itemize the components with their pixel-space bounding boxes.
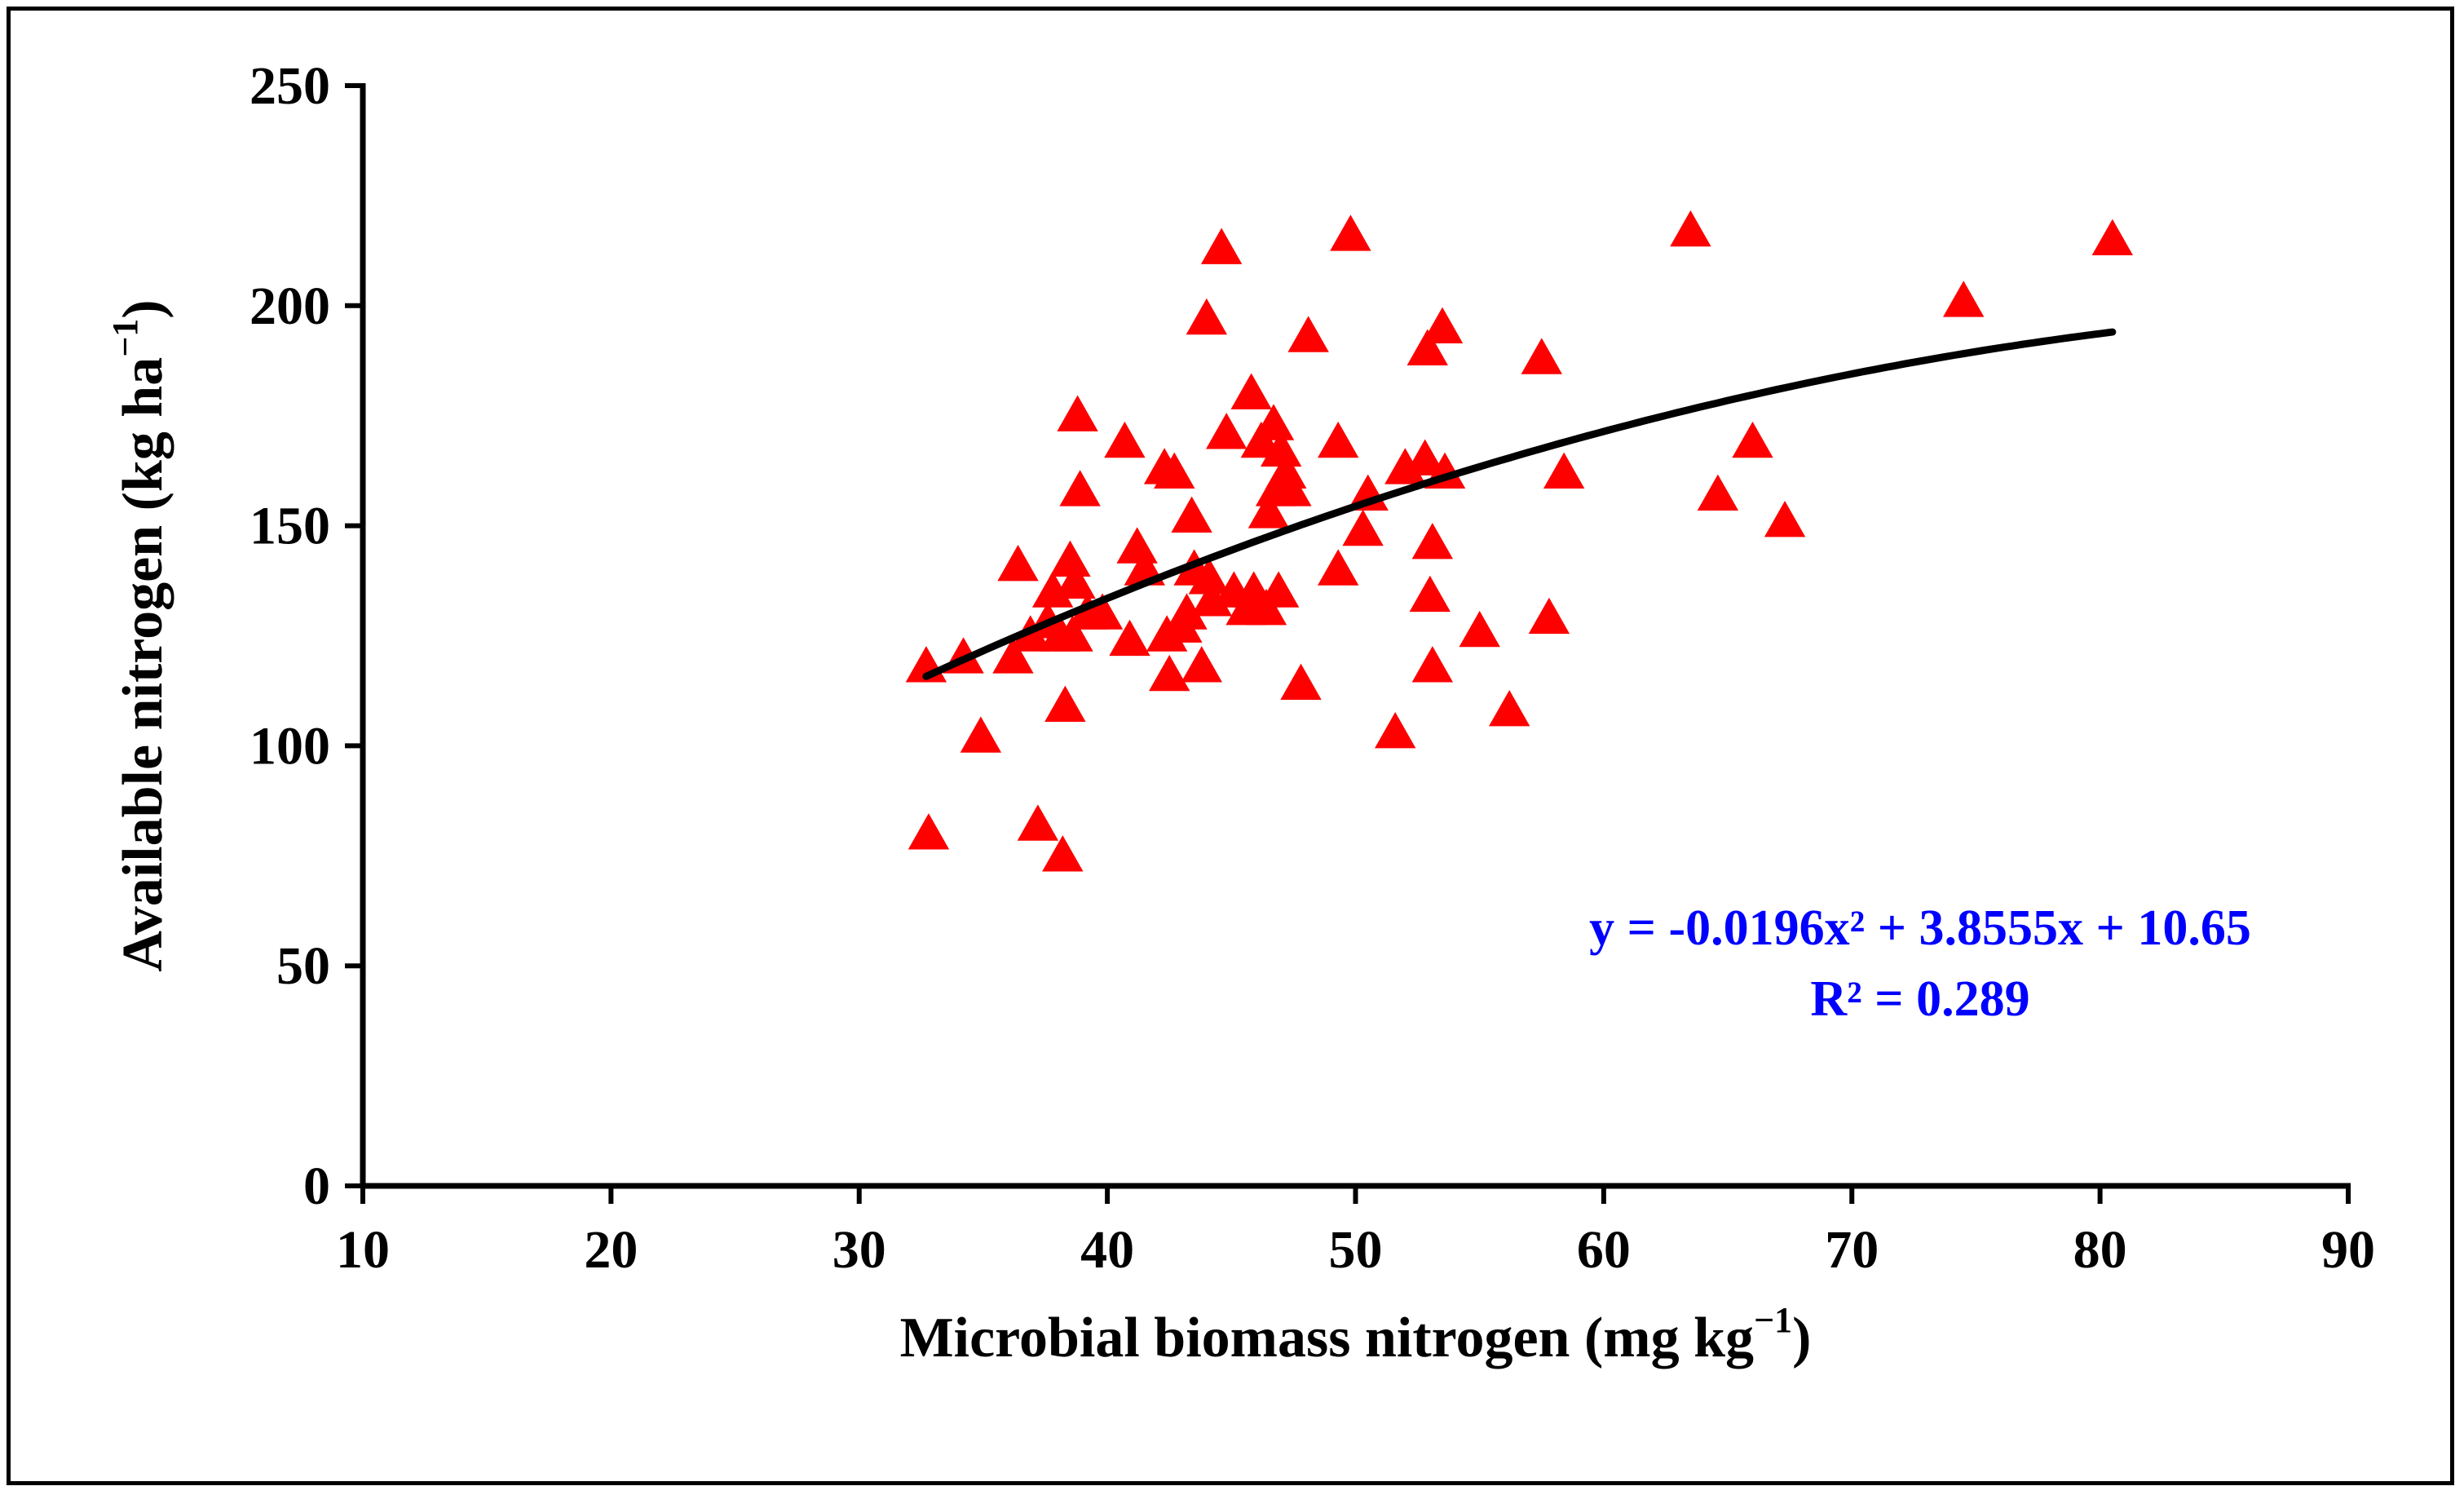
data-point-74 — [1732, 421, 1773, 458]
data-point-26 — [1149, 654, 1190, 692]
data-point-17 — [1059, 470, 1101, 506]
trendline-r-squared: R² = 0.289 — [1810, 971, 2029, 1027]
x-tick-label-20: 20 — [584, 1220, 638, 1280]
markers-layer — [905, 210, 2134, 872]
data-point-12 — [1044, 685, 1086, 723]
data-point-52 — [1287, 316, 1329, 352]
data-point-61 — [1406, 329, 1448, 365]
data-point-77 — [2091, 219, 2134, 256]
data-point-44 — [1247, 492, 1290, 529]
data-point-53 — [1317, 549, 1359, 586]
y-axis-title-main: Available nitrogen (kg ha — [112, 357, 174, 972]
data-point-29 — [1166, 593, 1208, 630]
data-point-20 — [1104, 421, 1146, 458]
data-point-36 — [1200, 228, 1243, 264]
data-point-65 — [1421, 307, 1464, 343]
data-point-5 — [997, 544, 1039, 582]
data-point-51 — [1280, 663, 1322, 701]
data-point-7 — [1017, 804, 1059, 841]
data-point-60 — [1404, 439, 1446, 475]
data-point-3 — [960, 716, 1002, 753]
data-point-27 — [1154, 452, 1195, 489]
chart-frame: 10 20 30 40 50 60 70 80 90 0 50 100 150 200 250 Microb… — [7, 7, 2454, 1485]
y-axis-title-end: ) — [112, 299, 174, 318]
data-point-68 — [1489, 690, 1530, 727]
y-tick-label-150: 150 — [249, 497, 330, 556]
data-point-22 — [1116, 527, 1158, 564]
data-point-58 — [1375, 712, 1416, 749]
data-point-63 — [1411, 646, 1454, 683]
y-axis-title: Available nitrogen (kg ha−1) — [105, 299, 174, 971]
data-point-72 — [1670, 210, 1711, 247]
data-point-54 — [1317, 421, 1359, 458]
data-point-56 — [1342, 509, 1384, 546]
x-tick-label-30: 30 — [832, 1220, 886, 1280]
x-tick-label-10: 10 — [336, 1220, 390, 1280]
x-tick-label-60: 60 — [1577, 1220, 1631, 1280]
data-point-37 — [1206, 413, 1247, 449]
data-point-11 — [1042, 835, 1084, 872]
y-tick-label-0: 0 — [303, 1157, 330, 1216]
data-point-64 — [1411, 522, 1454, 560]
data-point-33 — [1186, 298, 1228, 335]
x-tick-label-70: 70 — [1825, 1220, 1879, 1280]
x-axis-title-sup: −1 — [1754, 1300, 1792, 1340]
x-tick-label-80: 80 — [2073, 1220, 2127, 1280]
data-point-19 — [1081, 593, 1124, 630]
data-point-70 — [1528, 597, 1570, 635]
y-axis-title-sup: −1 — [105, 319, 145, 357]
y-tick-label-250: 250 — [249, 56, 330, 116]
y-tick-label-100: 100 — [249, 716, 330, 776]
trendline-equation: y = -0.0196x² + 3.8555x + 10.65 — [1589, 900, 2251, 956]
data-point-71 — [1543, 452, 1585, 489]
data-point-30 — [1171, 496, 1212, 533]
data-point-50 — [1270, 470, 1312, 506]
data-point-34 — [1188, 558, 1230, 595]
y-tick-label-200: 200 — [249, 276, 330, 336]
data-point-4 — [992, 637, 1034, 674]
data-point-69 — [1521, 338, 1562, 374]
data-point-32 — [1181, 646, 1222, 683]
data-point-15 — [1054, 562, 1096, 599]
data-point-16 — [1057, 395, 1098, 431]
trendline — [922, 328, 2117, 680]
data-point-73 — [1697, 474, 1739, 511]
x-axis-title-main: Microbial biomass nitrogen (mg kg — [900, 1307, 1754, 1369]
x-tick-label-50: 50 — [1329, 1220, 1383, 1280]
data-point-67 — [1459, 610, 1500, 648]
data-point-48 — [1260, 430, 1302, 467]
data-point-76 — [1943, 281, 1985, 317]
data-point-14 — [1052, 615, 1093, 652]
trend-layer — [922, 328, 2117, 680]
data-point-55 — [1330, 215, 1371, 251]
x-axis-title-end: ) — [1792, 1307, 1811, 1369]
data-point-1 — [907, 813, 950, 850]
ticks-layer: 10 20 30 40 50 60 70 80 90 0 50 100 150 200 250 — [249, 56, 2375, 1280]
scatter-chart: 10 20 30 40 50 60 70 80 90 0 50 100 150 200 250 Microb… — [105, 56, 2375, 1369]
x-tick-label-40: 40 — [1080, 1220, 1134, 1280]
data-point-21 — [1109, 619, 1150, 657]
data-point-75 — [1764, 501, 1806, 537]
data-point-13 — [1049, 540, 1091, 577]
data-point-62 — [1409, 575, 1451, 613]
x-tick-label-90: 90 — [2321, 1220, 2375, 1280]
data-point-40 — [1230, 373, 1272, 409]
data-point-47 — [1257, 571, 1300, 608]
x-axis-title: Microbial biomass nitrogen (mg kg−1) — [900, 1300, 1812, 1369]
y-tick-label-50: 50 — [276, 936, 330, 996]
data-point-45 — [1252, 404, 1295, 440]
